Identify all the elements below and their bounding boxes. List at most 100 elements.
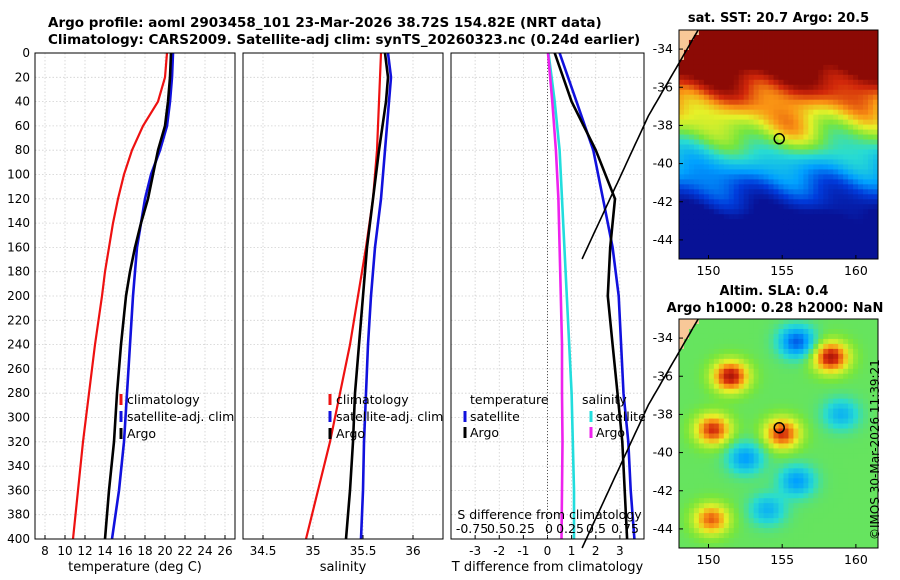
data-cell	[768, 174, 774, 180]
data-cell	[708, 109, 715, 116]
data-cell	[758, 418, 764, 424]
data-cell	[823, 229, 829, 235]
data-cell	[858, 149, 864, 155]
data-cell	[808, 353, 814, 360]
data-cell	[868, 74, 874, 81]
data-cell	[683, 473, 690, 479]
data-cell	[693, 448, 700, 454]
data-cell	[683, 418, 690, 424]
data-cell	[768, 503, 774, 509]
data-cell	[793, 254, 799, 260]
data-cell	[738, 244, 745, 250]
data-cell	[798, 353, 804, 360]
data-cell	[833, 109, 839, 116]
data-cell	[698, 328, 705, 335]
data-cell	[713, 129, 720, 135]
data-cell	[733, 319, 740, 325]
data-cell	[843, 328, 849, 335]
data-cell	[863, 508, 869, 514]
data-cell	[718, 498, 725, 504]
map-y-tick-label: -42	[653, 483, 673, 498]
data-cell	[743, 214, 750, 220]
data-cell	[818, 443, 824, 449]
data-cell	[843, 533, 849, 539]
data-cell	[813, 393, 819, 400]
data-cell	[793, 343, 799, 350]
data-cell	[708, 468, 715, 474]
plot-frame	[450, 52, 645, 540]
data-cell	[708, 239, 715, 245]
data-cell	[688, 503, 695, 509]
data-cell	[803, 74, 809, 81]
data-cell	[803, 94, 809, 101]
data-cell	[798, 139, 804, 145]
data-cell	[718, 518, 725, 524]
legend-label: satellite	[596, 409, 646, 424]
data-cell	[773, 413, 779, 419]
data-cell	[843, 323, 849, 330]
data-cell	[848, 204, 854, 210]
data-cell	[828, 373, 834, 380]
legend-label: satellite	[470, 409, 520, 424]
data-cell	[753, 358, 760, 365]
data-cell	[738, 214, 745, 220]
data-cell	[688, 84, 695, 91]
data-cell	[738, 513, 745, 519]
data-cell	[688, 104, 695, 111]
data-cell	[813, 219, 819, 225]
data-cell	[833, 368, 839, 375]
data-cell	[793, 323, 799, 330]
data-cell	[818, 483, 824, 489]
data-cell	[803, 528, 809, 534]
data-cell	[713, 533, 720, 539]
data-cell	[733, 244, 740, 250]
data-cell	[873, 194, 879, 200]
data-cell	[778, 99, 784, 106]
data-cell	[798, 448, 804, 454]
data-cell	[788, 333, 794, 340]
data-cell	[828, 34, 834, 41]
data-cell	[868, 154, 874, 160]
data-cell	[823, 363, 829, 370]
data-cell	[698, 533, 705, 539]
data-cell	[738, 333, 745, 340]
data-cell	[703, 159, 710, 165]
argo-position-marker	[773, 422, 785, 434]
data-cell	[753, 149, 760, 155]
data-cell	[758, 64, 764, 71]
data-cell	[693, 214, 700, 220]
data-cell	[688, 398, 695, 405]
data-cell	[873, 333, 879, 340]
data-cell	[698, 373, 705, 380]
data-cell	[723, 448, 730, 454]
data-cell	[803, 144, 809, 150]
data-cell	[813, 358, 819, 365]
data-cell	[783, 184, 789, 190]
data-cell	[788, 433, 794, 439]
data-cell	[758, 503, 764, 509]
data-cell	[763, 478, 769, 484]
data-cell	[798, 483, 804, 489]
data-cell	[683, 149, 690, 155]
data-cell	[788, 448, 794, 454]
data-cell	[693, 358, 700, 365]
data-cell	[803, 179, 809, 185]
data-cell	[723, 498, 730, 504]
data-cell	[813, 64, 819, 71]
data-cell	[873, 358, 879, 365]
data-cell	[708, 418, 715, 424]
data-cell	[708, 214, 715, 220]
data-cell	[853, 538, 859, 544]
data-cell	[778, 388, 784, 395]
data-cell	[743, 423, 750, 429]
data-cell	[738, 204, 745, 210]
data-cell	[823, 398, 829, 405]
data-cell	[713, 358, 720, 365]
data-cell	[758, 74, 764, 81]
data-cell	[723, 254, 730, 260]
data-cell	[703, 333, 710, 340]
data-cell	[753, 169, 760, 175]
data-cell	[708, 30, 715, 36]
data-cell	[768, 368, 774, 375]
data-cell	[783, 164, 789, 170]
